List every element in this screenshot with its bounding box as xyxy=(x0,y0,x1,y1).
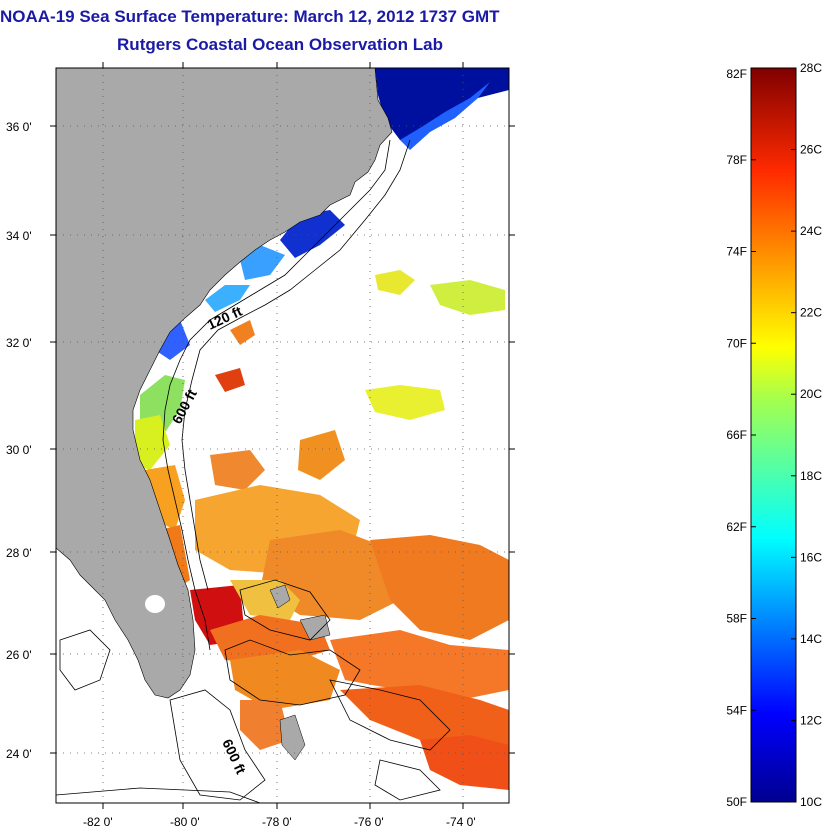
lon-label: -80 0' xyxy=(170,815,200,829)
colorbar-c-label: 28C xyxy=(800,61,822,75)
bathymetry-contours xyxy=(56,139,451,803)
sst-patches xyxy=(135,68,509,790)
lat-label: 36 0' xyxy=(6,120,32,134)
colorbar-f-label: 58F xyxy=(726,612,747,626)
frame-ticks xyxy=(50,62,515,809)
colorbar-f-label: 78F xyxy=(726,153,747,167)
colorbar-f-label: 70F xyxy=(726,336,747,350)
lat-label: 26 0' xyxy=(6,648,32,662)
colorbar-c-label: 26C xyxy=(800,143,822,157)
map-subtitle: Rutgers Coastal Ocean Observation Lab xyxy=(117,35,443,54)
fahrenheit-labels: 82F 78F 74F 70F 66F 62F 58F 54F 50F xyxy=(726,67,747,809)
colorbar-f-label: 62F xyxy=(726,520,747,534)
colorbar-c-label: 12C xyxy=(800,713,822,727)
latitude-labels: 36 0' 34 0' 32 0' 30 0' 28 0' 26 0' 24 0… xyxy=(6,120,32,761)
lon-label: -78 0' xyxy=(262,815,292,829)
colorbar-c-label: 20C xyxy=(800,387,822,401)
lon-label: -74 0' xyxy=(446,815,476,829)
land-mass xyxy=(56,68,393,699)
colorbar-gradient xyxy=(750,67,797,803)
colorbar-c-label: 14C xyxy=(800,632,822,646)
colorbar-ticks xyxy=(751,67,796,803)
colorbar-c-label: 16C xyxy=(800,550,822,564)
colorbar-f-label: 66F xyxy=(726,428,747,442)
lat-label: 28 0' xyxy=(6,546,32,560)
colorbar-c-label: 24C xyxy=(800,224,822,238)
lon-label: -82 0' xyxy=(83,815,113,829)
colorbar-f-label: 82F xyxy=(726,67,747,81)
colorbar-c-label: 10C xyxy=(800,795,822,809)
lake-okeechobee xyxy=(145,595,165,613)
colorbar-c-label: 22C xyxy=(800,306,822,320)
colorbar-c-label: 18C xyxy=(800,469,822,483)
celsius-labels: 28C 26C 24C 22C 20C 18C 16C 14C 12C 10C xyxy=(800,61,822,809)
colorbar-f-label: 54F xyxy=(726,703,747,717)
colorbar-f-label: 50F xyxy=(726,795,747,809)
map-title: NOAA-19 Sea Surface Temperature: March 1… xyxy=(0,7,500,26)
colorbar-f-label: 74F xyxy=(726,245,747,259)
lat-label: 34 0' xyxy=(6,229,32,243)
lat-label: 32 0' xyxy=(6,336,32,350)
lon-label: -76 0' xyxy=(354,815,384,829)
lat-label: 30 0' xyxy=(6,443,32,457)
longitude-labels: -82 0' -80 0' -78 0' -76 0' -74 0' xyxy=(83,815,476,829)
lat-label: 24 0' xyxy=(6,747,32,761)
